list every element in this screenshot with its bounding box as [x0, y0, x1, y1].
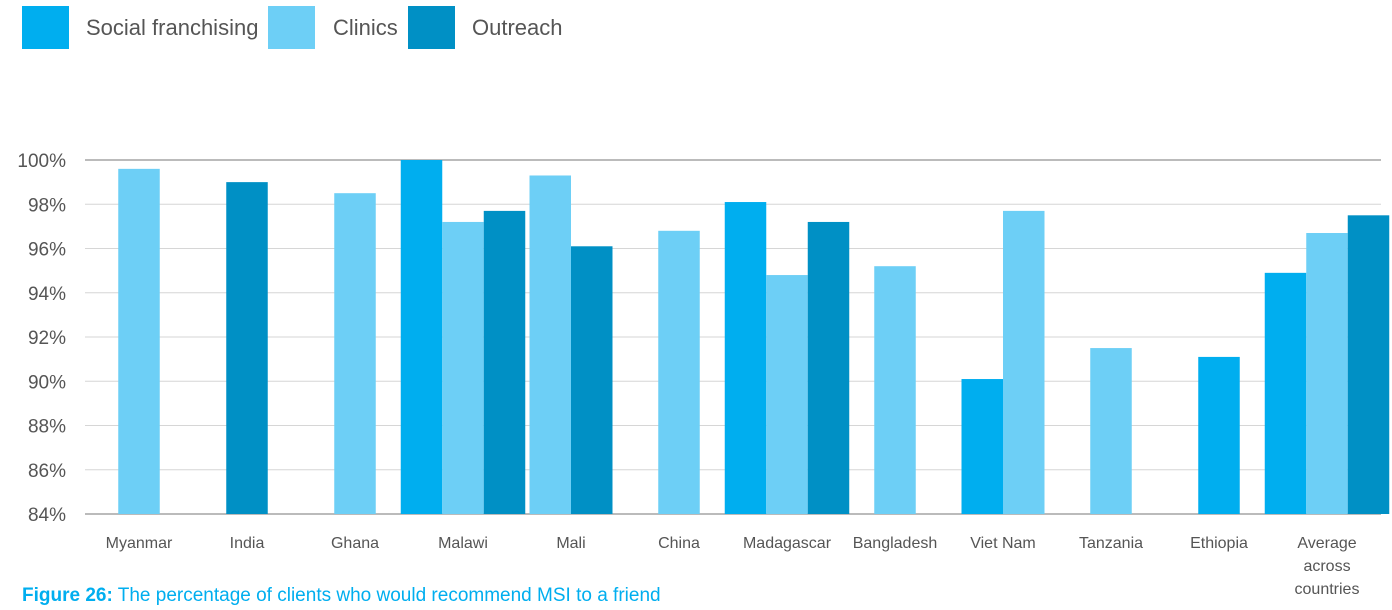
- legend-label-clinics: Clinics: [333, 15, 398, 40]
- x-axis: Myanmar India Ghana Malawi Mali China Madagasc…: [106, 535, 1360, 598]
- y-tick-label: 94%: [28, 284, 66, 305]
- y-tick-label: 100%: [17, 151, 66, 172]
- x-tick-label: Madagascar: [743, 535, 832, 552]
- x-tick-label: Ethiopia: [1190, 535, 1248, 552]
- y-tick-label: 84%: [28, 505, 66, 526]
- bar-clinics-tanzania: [1090, 348, 1132, 514]
- x-tick-label: Tanzania: [1079, 535, 1143, 552]
- bar-clinics-madagascar: [766, 275, 808, 514]
- bar-clinics-malawi: [442, 221, 484, 514]
- bar-social-franchising-madagascar: [724, 202, 767, 514]
- bar-outreach-malawi: [483, 210, 526, 514]
- caption-text: The percentage of clients who would reco…: [113, 585, 661, 606]
- legend-swatch-social-franchising: [22, 6, 69, 49]
- y-axis: 84% 86% 88% 90% 92% 94% 96% 98% 100%: [17, 151, 66, 526]
- caption-label: Figure 26:: [22, 585, 113, 606]
- bar-social-franchising-malawi: [400, 160, 443, 514]
- figure-caption: Figure 26: The percentage of clients who…: [22, 585, 661, 606]
- bar-clinics-mali: [529, 175, 571, 515]
- legend-swatch-outreach: [408, 6, 455, 49]
- bar-outreach-india: [226, 182, 268, 514]
- bar-clinics-ghana: [334, 193, 376, 514]
- bar-outreach-madagascar: [807, 221, 850, 514]
- y-tick-label: 96%: [28, 240, 66, 261]
- x-tick-label: Viet Nam: [970, 535, 1036, 552]
- x-tick-label: Bangladesh: [853, 535, 938, 552]
- x-tick-label: Malawi: [438, 535, 488, 552]
- legend: Social franchising Clinics Outreach: [22, 6, 563, 49]
- y-tick-label: 88%: [28, 417, 66, 438]
- legend-label-outreach: Outreach: [472, 15, 563, 40]
- y-tick-label: 92%: [28, 328, 66, 349]
- y-tick-label: 86%: [28, 461, 66, 482]
- x-tick-label: China: [658, 535, 700, 552]
- bars: [118, 160, 1390, 515]
- x-tick-label: Ghana: [331, 535, 379, 552]
- y-tick-label: 90%: [28, 372, 66, 393]
- x-tick-label: Mali: [556, 535, 585, 552]
- x-tick-label: Average across countries: [1295, 535, 1360, 598]
- bar-clinics-average-across-countries: [1306, 233, 1348, 514]
- bar-clinics-bangladesh: [874, 266, 916, 514]
- bar-clinics-myanmar: [118, 168, 160, 514]
- y-tick-label: 98%: [28, 195, 66, 216]
- x-tick-label: Myanmar: [106, 535, 173, 552]
- legend-label-social-franchising: Social franchising: [86, 15, 258, 40]
- bar-clinics-china: [658, 230, 700, 515]
- bar-outreach-average-across-countries: [1347, 215, 1390, 514]
- bar-clinics-viet-nam: [1003, 210, 1045, 514]
- legend-swatch-clinics: [268, 6, 315, 49]
- bar-social-franchising-viet-nam: [961, 379, 1003, 514]
- bar-outreach-mali: [571, 246, 613, 514]
- x-tick-label: India: [230, 535, 265, 552]
- bar-social-franchising-average-across-countries: [1264, 272, 1307, 514]
- bar-social-franchising-ethiopia: [1198, 356, 1240, 514]
